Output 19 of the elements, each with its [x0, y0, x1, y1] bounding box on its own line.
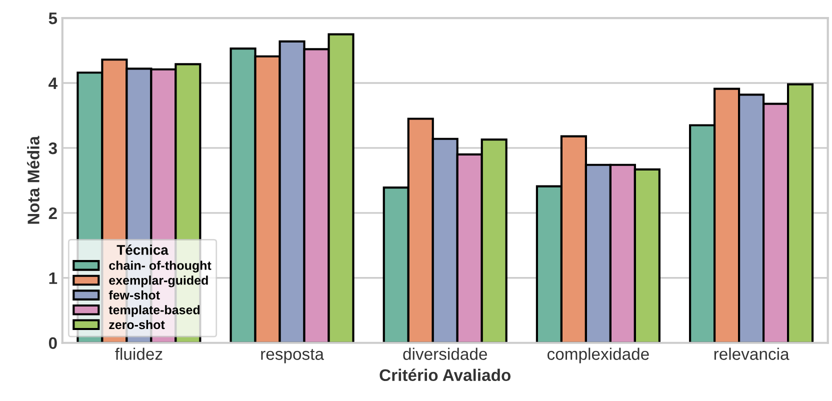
legend-label: chain- of-thought — [109, 260, 212, 272]
x-tick-label: relevancia — [714, 348, 790, 360]
y-tick-label: 5 — [48, 12, 58, 24]
x-tick-label: complexidade — [548, 348, 649, 364]
legend-label: zero-shot — [109, 320, 165, 330]
x-tick-label: resposta — [261, 349, 324, 364]
y-tick-label: 1 — [49, 272, 58, 284]
y-tick-label: 2 — [48, 207, 57, 219]
x-axis-title: Critério Avaliado — [380, 368, 511, 382]
legend-title: Técnica — [116, 244, 168, 255]
x-tick-label: diversidade — [403, 348, 487, 360]
legend-label: few-shot — [108, 290, 160, 300]
legend-label: template-based — [108, 305, 200, 317]
y-tick-label: 0 — [48, 337, 57, 350]
x-tick-label: fluidez — [115, 348, 162, 360]
y-tick-label: 4 — [48, 78, 58, 90]
y-axis-title: Nota Média — [27, 136, 40, 224]
legend-label: exemplar-guided — [109, 276, 208, 288]
y-tick-label: 3 — [48, 142, 57, 154]
